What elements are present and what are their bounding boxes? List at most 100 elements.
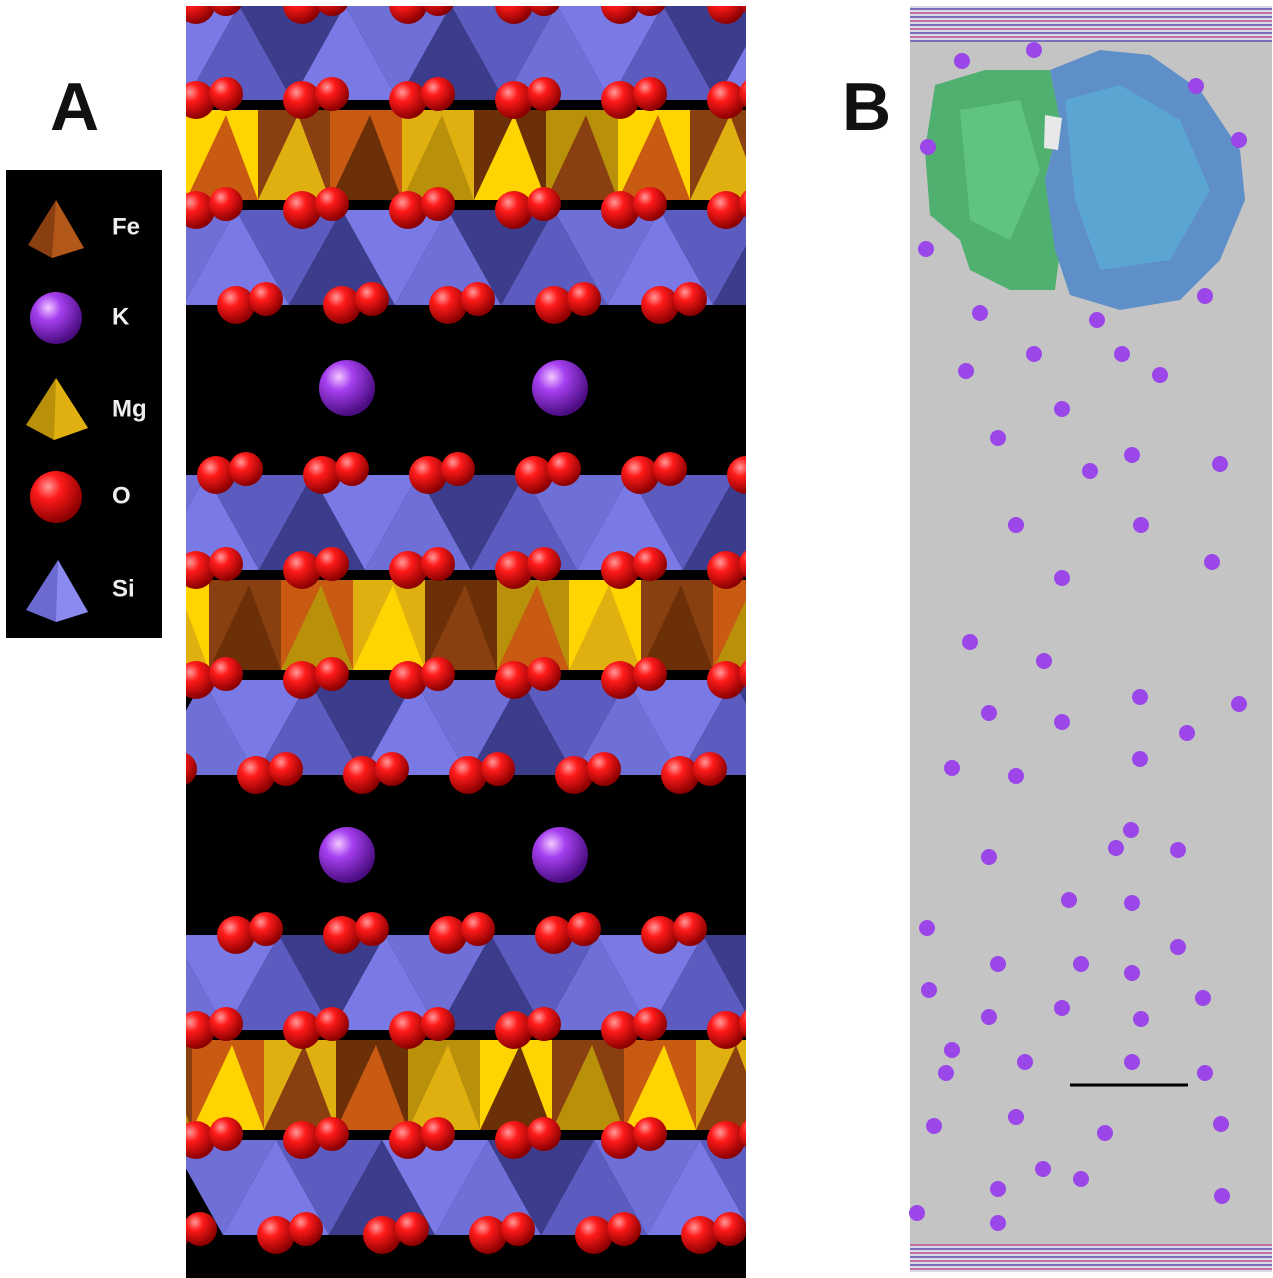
o-atom — [813, 661, 851, 699]
o-atom — [177, 551, 215, 589]
o-atom — [283, 661, 321, 699]
o-atom — [481, 752, 515, 786]
o-atom — [621, 456, 659, 494]
o-atom — [323, 286, 361, 324]
ion — [1008, 517, 1024, 533]
o-atom — [229, 452, 263, 486]
ion — [1054, 714, 1070, 730]
o-atom — [607, 1212, 641, 1246]
o-atom — [813, 0, 851, 24]
o-atom — [209, 187, 243, 221]
ion — [981, 1009, 997, 1025]
ion — [990, 956, 1006, 972]
o-atom — [269, 752, 303, 786]
o-atom — [767, 756, 805, 794]
ion — [1204, 554, 1220, 570]
o-atom — [601, 551, 639, 589]
o-atom — [527, 547, 561, 581]
ion — [1152, 367, 1168, 383]
o-atom — [779, 912, 813, 946]
o-atom — [833, 456, 871, 494]
o-atom — [567, 282, 601, 316]
o-atom — [409, 456, 447, 494]
o-atom — [461, 912, 495, 946]
ion — [1054, 1000, 1070, 1016]
ion — [1124, 965, 1140, 981]
o-atom — [315, 657, 349, 691]
o-atom — [673, 282, 707, 316]
o-atom — [633, 547, 667, 581]
o-atom — [661, 756, 699, 794]
o-atom — [363, 1216, 401, 1254]
o-atom — [813, 551, 851, 589]
ion — [1197, 1065, 1213, 1081]
o-atom — [283, 1121, 321, 1159]
o-atom — [707, 661, 745, 699]
o-atom — [527, 1117, 561, 1151]
o-atom — [217, 286, 255, 324]
o-atom — [209, 547, 243, 581]
ion — [1124, 895, 1140, 911]
ion — [1089, 312, 1105, 328]
o-atom — [283, 81, 321, 119]
o-atom — [315, 547, 349, 581]
ion — [1231, 132, 1247, 148]
o-atom — [681, 1216, 719, 1254]
o-atom — [143, 912, 177, 946]
o-atom — [177, 191, 215, 229]
o-atom — [429, 286, 467, 324]
ion — [1017, 1054, 1033, 1070]
panel-label: B — [842, 69, 891, 145]
o-atom — [853, 916, 891, 954]
ion — [1082, 463, 1098, 479]
o-atom — [495, 1121, 533, 1159]
o-atom — [177, 1121, 215, 1159]
o-atom — [739, 657, 773, 691]
o-atom — [237, 756, 275, 794]
ion — [1132, 689, 1148, 705]
ion — [1231, 696, 1247, 712]
k-atom — [532, 360, 588, 416]
o-atom — [209, 1117, 243, 1151]
ion — [944, 760, 960, 776]
o-atom — [283, 551, 321, 589]
ion — [921, 982, 937, 998]
o-atom — [103, 77, 137, 111]
ion — [1213, 1116, 1229, 1132]
o-atom — [845, 0, 879, 16]
o-atom — [845, 657, 879, 691]
o-atom — [389, 191, 427, 229]
o-atom — [335, 452, 369, 486]
o-atom — [547, 452, 581, 486]
ion — [1124, 447, 1140, 463]
o-atom — [739, 1117, 773, 1151]
ion — [1054, 401, 1070, 417]
ion — [962, 634, 978, 650]
o-atom — [601, 81, 639, 119]
o-atom — [587, 752, 621, 786]
ion — [1195, 990, 1211, 1006]
o-atom — [389, 1121, 427, 1159]
o-atom — [535, 916, 573, 954]
ion — [1179, 725, 1195, 741]
o-atom — [461, 282, 495, 316]
o-atom — [713, 1212, 747, 1246]
o-atom — [653, 452, 687, 486]
o-atom — [103, 0, 137, 16]
o-atom — [707, 191, 745, 229]
figure: A B Fe K Mg O Si — [0, 0, 1273, 1278]
o-atom — [209, 657, 243, 691]
o-atom — [375, 752, 409, 786]
ion — [1073, 1171, 1089, 1187]
o-atom — [633, 1007, 667, 1041]
legend-label: O — [112, 482, 131, 509]
o-atom — [197, 456, 235, 494]
o-atom — [707, 551, 745, 589]
o-atom — [421, 1007, 455, 1041]
o-atom — [283, 1011, 321, 1049]
o-atom — [707, 1011, 745, 1049]
si-tetrahedron — [819, 210, 925, 305]
o-atom — [103, 657, 137, 691]
si-tetrahedron — [809, 935, 915, 1030]
ion — [918, 241, 934, 257]
